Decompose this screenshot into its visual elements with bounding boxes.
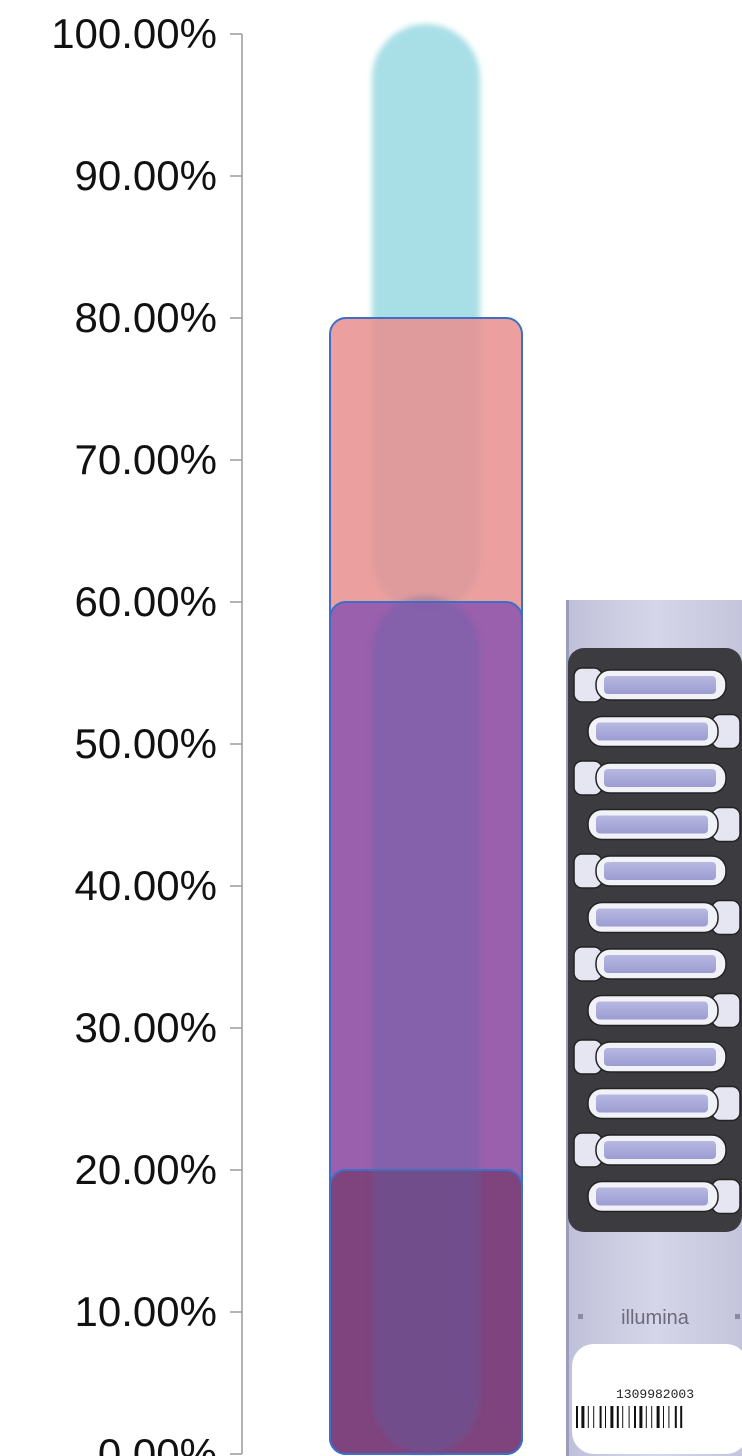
flowcell-lane — [587, 992, 741, 1029]
flowcell-corner-mark — [578, 1314, 583, 1319]
flowcell-lane — [573, 853, 727, 889]
flowcell-corner-mark — [735, 1314, 740, 1319]
y-tick-label: 60.00% — [75, 578, 217, 625]
y-tick-label: 80.00% — [75, 294, 217, 341]
flowcell-image: illumina 1309982003 — [566, 600, 742, 1456]
flowcell-lane — [587, 806, 741, 843]
flowcell-slide-edge — [566, 600, 569, 1456]
flowcell-lane — [573, 946, 727, 982]
flowcell-lane — [587, 713, 741, 750]
y-tick-label: 20.00% — [75, 1146, 217, 1193]
flowcell-lane — [587, 899, 741, 936]
y-tick-label: 70.00% — [75, 436, 217, 483]
y-tick-label: 30.00% — [75, 1004, 217, 1051]
flowcell-lane — [573, 1039, 727, 1075]
y-tick-label: 40.00% — [75, 862, 217, 909]
flowcell-lane — [573, 760, 727, 796]
barcode-bars — [576, 1406, 683, 1428]
y-tick-label: 100.00% — [51, 10, 217, 57]
y-tick-label: 90.00% — [75, 152, 217, 199]
y-tick-label: 10.00% — [75, 1288, 217, 1335]
range-bar-1-inner — [372, 596, 480, 1454]
y-tick-label: 50.00% — [75, 720, 217, 767]
y-tick-label: 0.00% — [98, 1430, 217, 1456]
barcode-label — [572, 1344, 742, 1454]
y-axis: 0.00% 10.00% 20.00% 30.00% 40.00% 50.00% 60.00… — [51, 10, 243, 1456]
flowcell-lane — [573, 667, 727, 703]
flowcell-lane — [587, 1085, 741, 1122]
y-ticks: 0.00% 10.00% 20.00% 30.00% 40.00% 50.00% 60.00… — [51, 10, 242, 1456]
barcode-number: 1309982003 — [616, 1387, 694, 1402]
flowcell-lane — [587, 1178, 741, 1215]
illumina-logo-text: illumina — [621, 1307, 690, 1329]
range-bars — [329, 24, 523, 1455]
flowcell-lane — [573, 1132, 727, 1168]
flowcell-lanes — [573, 667, 741, 1215]
illumina-logo: illumina — [621, 1307, 690, 1329]
flowcell-gasket — [568, 648, 742, 1232]
